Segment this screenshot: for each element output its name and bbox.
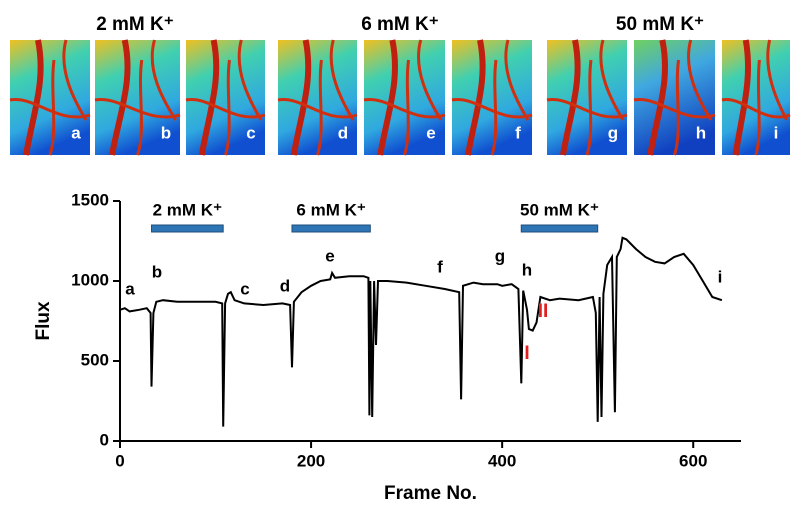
annotation: g xyxy=(495,246,505,265)
panel-letter: c xyxy=(246,123,255,142)
panel-letter: b xyxy=(161,123,171,142)
y-tick-label: 1000 xyxy=(71,270,109,289)
annotation: f xyxy=(437,257,443,276)
vessel xyxy=(721,39,791,156)
panel-letter: i xyxy=(774,123,779,142)
image-panel: g xyxy=(546,39,628,156)
phase-label: II xyxy=(538,301,549,322)
y-tick-label: 1500 xyxy=(71,190,109,209)
image-panel: i xyxy=(721,39,791,156)
annotation: d xyxy=(280,276,290,295)
vessel xyxy=(109,39,131,156)
y-tick-label: 0 xyxy=(100,430,109,449)
vessel xyxy=(198,39,220,156)
period-bar xyxy=(520,224,599,233)
vessel xyxy=(633,39,716,156)
panel-letter: d xyxy=(338,123,348,142)
x-axis-label: Frame No. xyxy=(384,483,477,504)
image xyxy=(452,40,532,155)
flux-line xyxy=(119,236,723,427)
image-panel: b xyxy=(94,39,181,156)
image xyxy=(278,40,357,155)
period-label: 6 mM K⁺ xyxy=(296,200,365,219)
image xyxy=(10,40,90,155)
vessel xyxy=(94,39,181,156)
period-bar xyxy=(151,224,224,233)
y-axis-label: Flux xyxy=(33,301,54,340)
group-label: 2 mM K⁺ xyxy=(96,14,174,35)
vessel xyxy=(732,39,751,156)
vessel xyxy=(277,39,358,156)
image xyxy=(722,40,790,155)
annotation: a xyxy=(125,279,135,298)
vessel xyxy=(290,39,312,156)
vessel xyxy=(546,39,628,156)
image-panel: c xyxy=(185,39,266,156)
panel-letter: g xyxy=(608,123,618,142)
image-panels: a b c d e f g h i 2 mM K⁺ 6 mM K⁺ 50 mM K⁺ xyxy=(9,14,791,156)
vessel xyxy=(465,39,486,156)
vessel xyxy=(451,39,533,156)
image xyxy=(364,40,445,155)
image xyxy=(634,40,715,155)
group-label: 50 mM K⁺ xyxy=(616,14,704,35)
annotation: c xyxy=(240,279,249,298)
period-bar xyxy=(291,224,371,233)
annotation: e xyxy=(325,246,334,265)
panel-letter: f xyxy=(515,123,521,142)
image xyxy=(186,40,265,155)
x-tick-label: 0 xyxy=(115,451,124,470)
vessel xyxy=(23,39,44,156)
phase-label: I xyxy=(524,343,529,364)
panel-letter: e xyxy=(426,123,435,142)
x-tick-label: 600 xyxy=(679,451,707,470)
annotation: i xyxy=(718,267,723,286)
image-panel: d xyxy=(277,39,358,156)
vessel xyxy=(377,39,398,156)
image-panel: a xyxy=(9,39,91,156)
x-tick-label: 200 xyxy=(297,451,325,470)
vessel xyxy=(363,39,446,156)
annotation: h xyxy=(522,260,532,279)
image-panel: h xyxy=(633,39,716,156)
group-label: 6 mM K⁺ xyxy=(361,14,439,35)
panel-letter: h xyxy=(696,123,706,142)
image-panel: f xyxy=(451,39,533,156)
vessel xyxy=(185,39,266,156)
period-label: 2 mM K⁺ xyxy=(153,200,222,219)
panel-letter: a xyxy=(71,123,81,142)
vessel xyxy=(647,39,668,156)
annotation: b xyxy=(152,262,162,281)
image xyxy=(95,40,180,155)
vessel xyxy=(560,39,581,156)
chart: 0 500 1000 1500 0 200 400 600 Frame No. Flux 2 mM … xyxy=(33,190,741,504)
y-tick-label: 500 xyxy=(81,350,109,369)
image xyxy=(547,40,627,155)
image-panel: e xyxy=(363,39,446,156)
period-label: 50 mM K⁺ xyxy=(520,200,599,219)
x-tick-label: 400 xyxy=(488,451,516,470)
vessel xyxy=(9,39,91,156)
